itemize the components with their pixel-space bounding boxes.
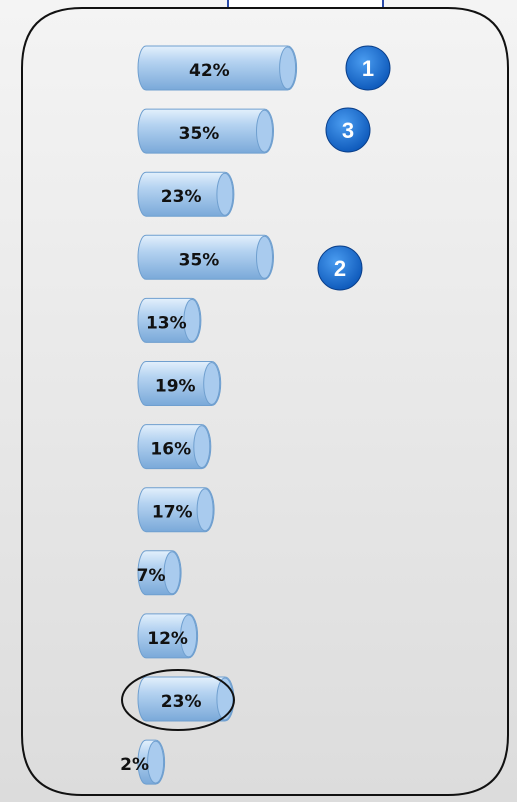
bar-group: 19% [137, 361, 222, 406]
value-label: 17% [152, 503, 193, 523]
badge-label: 3 [342, 118, 354, 143]
bar-cap [147, 740, 165, 784]
value-label: 35% [179, 250, 220, 270]
value-label: 35% [179, 124, 220, 144]
bar-cap [256, 109, 273, 153]
value-label: 42% [189, 61, 230, 81]
top-box [227, 0, 384, 9]
badge [325, 107, 371, 153]
bar-group: 17% [137, 487, 215, 533]
value-label: 2% [120, 755, 149, 775]
badge [345, 45, 391, 91]
bar-group: 13% [137, 297, 202, 343]
bar-group: 35% [137, 108, 274, 154]
bar-cap [196, 488, 214, 532]
value-label: 12% [147, 629, 188, 649]
value-label: 23% [161, 692, 202, 712]
bar-group: 23% [137, 676, 235, 722]
bar-group: 35% [137, 234, 274, 280]
value-label: 23% [161, 187, 202, 207]
bar-cap [193, 425, 211, 469]
bar-group: 16% [137, 424, 212, 470]
value-label: 13% [146, 313, 187, 333]
bar [137, 487, 215, 533]
bar-cap [256, 235, 273, 279]
bar-group: 23% [137, 171, 235, 217]
bar-cap [203, 362, 221, 405]
bar [137, 234, 274, 280]
bar [137, 171, 235, 217]
bar-group: 2% [120, 739, 166, 785]
bar [137, 361, 222, 406]
bar [137, 108, 274, 154]
bar-group: 42% [137, 45, 298, 91]
bars: 42% 35% 23% 35% 13% 19% 16% 17% 7% 12% 23% 2% [120, 45, 298, 785]
bar-group: 12% [137, 613, 199, 659]
bar-cap [183, 298, 201, 342]
bar-cap [216, 172, 234, 216]
badge-label: 1 [362, 56, 374, 81]
bar-cap [279, 46, 297, 90]
frame [21, 7, 509, 796]
badge [317, 245, 363, 291]
bar-group: 7% [137, 550, 182, 596]
value-label: 7% [137, 566, 166, 586]
bar [137, 424, 212, 470]
value-label: 16% [150, 440, 191, 460]
bar [137, 45, 298, 91]
highlight-ellipse [121, 669, 235, 731]
value-label: 19% [155, 377, 196, 397]
bar-cap [163, 551, 181, 595]
bar-cap [180, 614, 198, 658]
bar [137, 676, 235, 722]
badge-label: 2 [334, 256, 346, 281]
